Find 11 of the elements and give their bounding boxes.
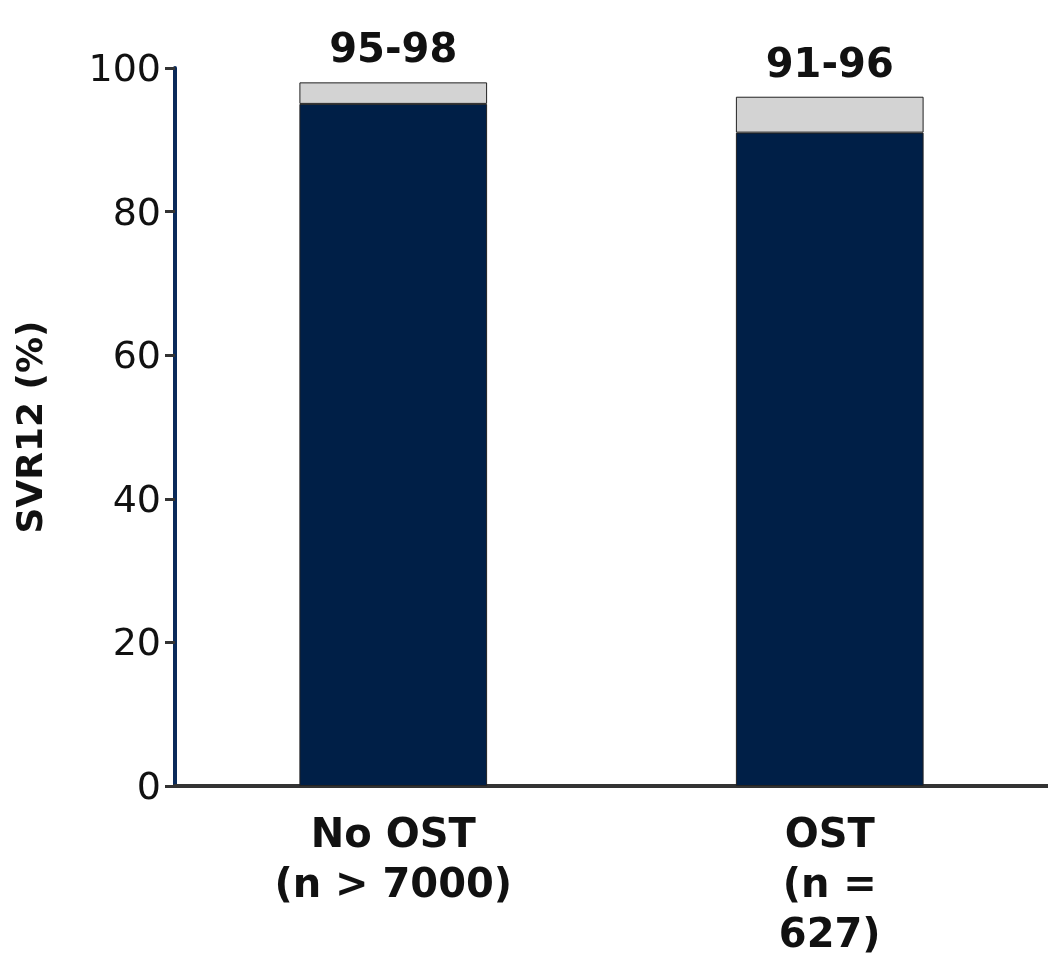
y-tick-label: 40 xyxy=(112,476,161,521)
y-tick-label: 80 xyxy=(112,189,161,234)
annotation: 95-98 xyxy=(329,25,458,72)
y-tick-label: 0 xyxy=(136,764,161,808)
y-tick-label: 60 xyxy=(112,333,161,378)
y-tick-label: 100 xyxy=(88,46,161,90)
y-axis-title: SVR12 (%) xyxy=(8,320,50,534)
annotation: 91-96 xyxy=(765,39,894,86)
y-tick-label: 20 xyxy=(112,620,161,665)
x-tick-label: OST (n = 627) xyxy=(778,810,881,956)
x-tick-label: No OST (n > 7000) xyxy=(274,810,513,906)
